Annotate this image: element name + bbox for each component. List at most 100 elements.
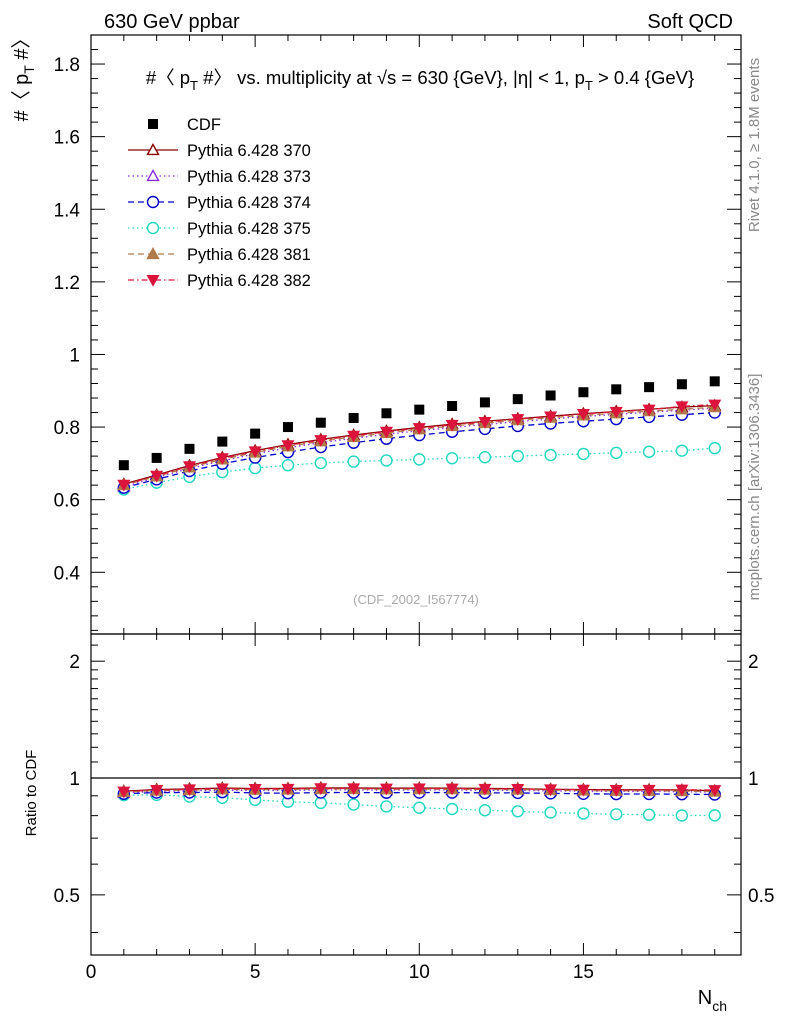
ratio-point-375 bbox=[642, 808, 656, 821]
y-tick-label: 1.4 bbox=[54, 200, 81, 221]
legend-marker-375 bbox=[146, 221, 160, 235]
y-axis-label: #〈 pT #〉 bbox=[11, 28, 37, 121]
ratio-point-382 bbox=[478, 783, 492, 796]
ratio-point-382 bbox=[248, 783, 262, 796]
data-point-382 bbox=[445, 419, 459, 432]
ratio-point-382 bbox=[708, 785, 722, 797]
legend: CDF Pythia 6.428 370 Pythia 6.428 373 Pythi… bbox=[128, 116, 311, 290]
data-point-375 bbox=[708, 441, 721, 455]
legend-label-382: Pythia 6.428 382 bbox=[187, 272, 311, 290]
data-point-382 bbox=[675, 401, 689, 414]
watermark: (CDF_2002_I567774) bbox=[353, 592, 479, 607]
series-CDF bbox=[118, 376, 720, 471]
data-point-375 bbox=[577, 447, 590, 461]
header-right-label: Soft QCD bbox=[647, 11, 733, 33]
series-381 bbox=[117, 400, 722, 491]
ratio-point-382 bbox=[544, 784, 558, 797]
ratio-y-tick-label: 0.5 bbox=[54, 886, 80, 907]
y-tick-label: 0.8 bbox=[54, 418, 80, 439]
data-point-382 bbox=[609, 406, 623, 419]
data-point-375 bbox=[413, 453, 426, 466]
series-375 bbox=[117, 441, 721, 496]
mcplots-label: mcplots.cern.ch [arXiv:1306.3436] bbox=[746, 374, 763, 601]
ratio-point-382 bbox=[412, 783, 426, 796]
y-tick-label: 0.4 bbox=[54, 563, 81, 584]
series-373 bbox=[117, 401, 722, 492]
data-point-375 bbox=[642, 445, 656, 458]
rivet-label: Rivet 4.1.0, ≥ 1.8M events bbox=[746, 58, 763, 232]
data-point-375 bbox=[675, 444, 689, 457]
ratio-point-382 bbox=[347, 783, 361, 796]
data-point-375 bbox=[281, 458, 295, 472]
ratio-y-axis-label: Ratio to CDF bbox=[23, 750, 40, 837]
x-axis-label: Nch bbox=[698, 987, 727, 1014]
data-point-382 bbox=[511, 414, 525, 426]
x-tick-label: 0 bbox=[86, 962, 97, 983]
data-point-CDF bbox=[709, 376, 720, 387]
legend-marker-381 bbox=[146, 247, 160, 260]
header-left-label: 630 GeV ppbar bbox=[104, 11, 240, 33]
ratio-point-375 bbox=[577, 807, 590, 820]
ratio-y-tick-label-right: 0.5 bbox=[748, 886, 774, 907]
data-point-382 bbox=[150, 470, 164, 483]
y-tick-label: 0.6 bbox=[54, 491, 80, 512]
data-point-CDF bbox=[315, 417, 326, 428]
legend-entry-382: Pythia 6.428 382 bbox=[128, 272, 311, 290]
data-point-382 bbox=[379, 426, 393, 439]
ratio-frame bbox=[90, 633, 742, 956]
ratio-point-375 bbox=[445, 802, 459, 816]
legend-label-370: Pythia 6.428 370 bbox=[187, 142, 311, 160]
data-point-CDF bbox=[282, 422, 293, 433]
data-point-CDF bbox=[348, 412, 359, 423]
legend-entry-374: Pythia 6.428 374 bbox=[128, 194, 311, 212]
ratio-point-382 bbox=[117, 786, 131, 799]
ratio-point-375 bbox=[380, 800, 393, 813]
data-point-382 bbox=[215, 453, 229, 466]
ratio-point-375 bbox=[413, 801, 426, 814]
data-point-375 bbox=[610, 446, 623, 460]
ratio-point-382 bbox=[314, 783, 328, 796]
legend-label-374: Pythia 6.428 374 bbox=[187, 194, 311, 212]
legend-marker-382 bbox=[146, 275, 160, 287]
ratio-point-375 bbox=[675, 809, 689, 822]
ratio-point-382 bbox=[609, 785, 623, 797]
series-line-370 bbox=[123, 405, 715, 485]
data-point-375 bbox=[314, 456, 327, 470]
data-point-CDF bbox=[414, 404, 425, 415]
ratio-point-382 bbox=[150, 784, 164, 797]
data-point-382 bbox=[412, 423, 426, 435]
legend-label-373: Pythia 6.428 373 bbox=[187, 168, 311, 186]
data-point-382 bbox=[708, 399, 722, 412]
legend-label-381: Pythia 6.428 381 bbox=[187, 246, 311, 264]
x-tick-label: 5 bbox=[250, 962, 261, 983]
ratio-point-382 bbox=[215, 783, 229, 796]
legend-entry-CDF: CDF bbox=[148, 116, 221, 134]
ratio-point-382 bbox=[445, 783, 459, 796]
legend-entry-373: Pythia 6.428 373 bbox=[128, 168, 311, 186]
ratio-series-382 bbox=[117, 783, 722, 799]
data-point-382 bbox=[478, 416, 492, 429]
legend-marker-CDF bbox=[148, 119, 158, 129]
data-point-382 bbox=[544, 411, 558, 424]
ratio-point-382 bbox=[379, 783, 393, 796]
data-point-375 bbox=[478, 451, 492, 464]
data-point-CDF bbox=[447, 401, 458, 412]
data-point-382 bbox=[576, 409, 590, 421]
ratio-point-382 bbox=[182, 784, 197, 797]
data-point-CDF bbox=[479, 397, 490, 408]
legend-label-375: Pythia 6.428 375 bbox=[187, 220, 311, 238]
series-line-373 bbox=[123, 407, 715, 488]
data-point-382 bbox=[642, 404, 656, 417]
data-point-382 bbox=[347, 430, 361, 443]
data-point-CDF bbox=[250, 428, 261, 439]
data-point-382 bbox=[248, 446, 262, 459]
legend-entry-370: Pythia 6.428 370 bbox=[128, 142, 311, 160]
ratio-y-tick-label-right: 2 bbox=[748, 652, 759, 673]
ratio-point-382 bbox=[576, 784, 590, 797]
ratio-point-375 bbox=[610, 808, 623, 821]
data-point-CDF bbox=[578, 387, 589, 398]
chart-title: #〈 pT #〉 vs. multiplicity at √s = 630 {G… bbox=[146, 67, 694, 93]
data-point-375 bbox=[347, 455, 360, 468]
data-point-CDF bbox=[151, 452, 162, 463]
data-point-382 bbox=[117, 479, 131, 492]
